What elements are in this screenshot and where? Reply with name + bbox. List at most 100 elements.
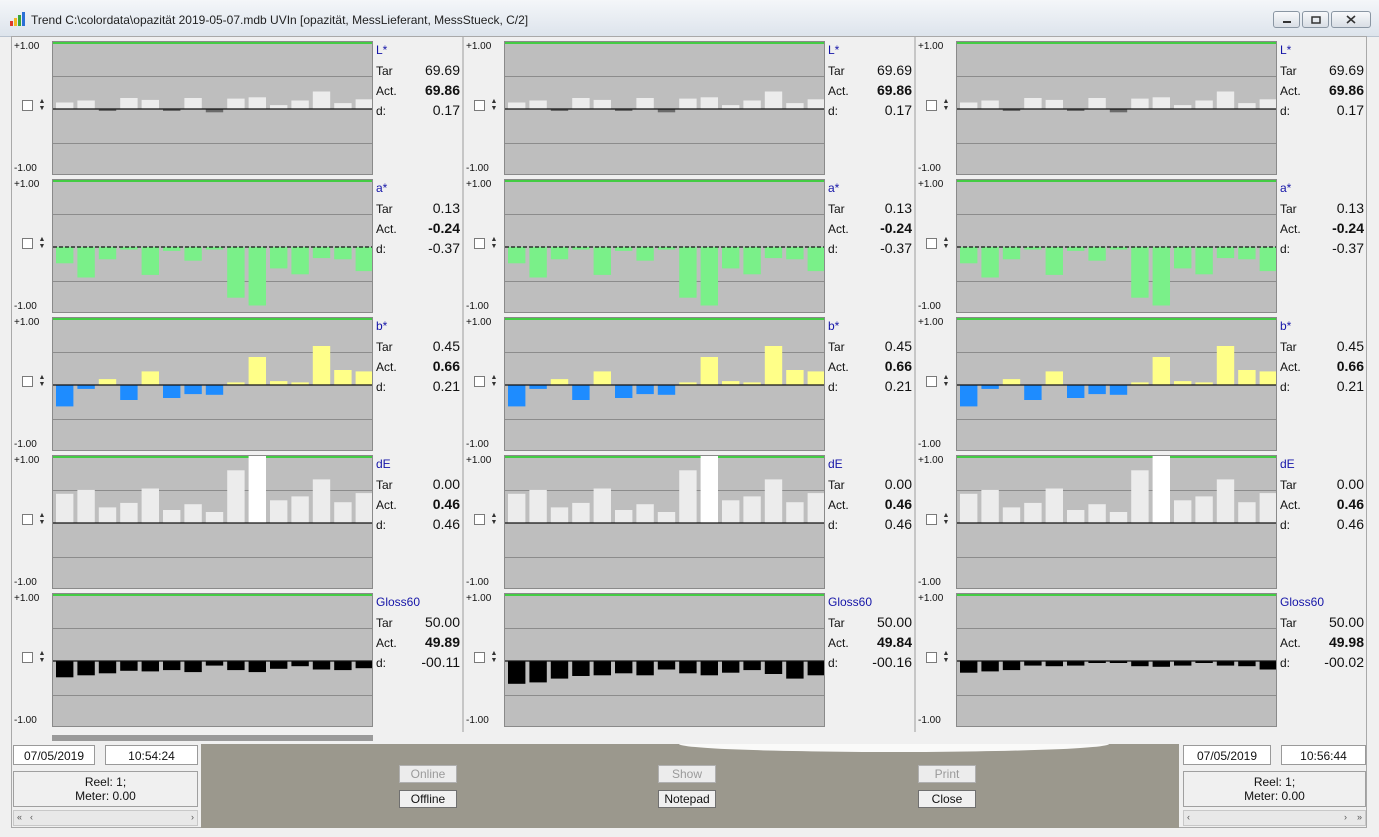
row-checkbox[interactable] [474,238,485,249]
row-checkbox[interactable] [22,238,33,249]
scroll-right-icon[interactable]: › [1344,812,1347,822]
maximize-button[interactable] [1302,11,1329,28]
offline-button[interactable]: Offline [399,790,457,808]
row-checkbox[interactable] [22,514,33,525]
spin-up-icon[interactable]: ▲ [490,650,498,657]
spin-down-icon[interactable]: ▼ [38,657,46,664]
bar-9 [679,470,697,523]
spin-down-icon[interactable]: ▼ [490,243,498,250]
spin-up-icon[interactable]: ▲ [38,98,46,105]
row-spinner[interactable]: ▲ ▼ [38,236,46,250]
row-checkbox[interactable] [22,376,33,387]
row-spinner[interactable]: ▲ ▼ [490,650,498,664]
row-spinner[interactable]: ▲ ▼ [38,650,46,664]
row-spinner[interactable]: ▲ ▼ [490,374,498,388]
row-checkbox[interactable] [926,514,937,525]
scroll-left-icon[interactable]: ‹ [1187,812,1190,822]
row-checkbox[interactable] [474,652,485,663]
bar-1 [960,247,978,264]
spin-down-icon[interactable]: ▼ [942,657,950,664]
close-window-button[interactable] [1331,11,1371,28]
spin-up-icon[interactable]: ▲ [942,650,950,657]
spin-down-icon[interactable]: ▼ [490,105,498,112]
spin-down-icon[interactable]: ▼ [38,243,46,250]
scroll-left-icon[interactable]: ‹ [30,812,33,822]
row-checkbox[interactable] [926,238,937,249]
row-checkbox[interactable] [926,100,937,111]
online-button[interactable]: Online [399,765,457,783]
bar-8 [205,109,224,113]
row-checkbox[interactable] [22,100,33,111]
actual-label: Act. [1280,636,1301,650]
row-checkbox[interactable] [474,376,485,387]
row-spinner[interactable]: ▲ ▼ [38,374,46,388]
bar-15 [1259,661,1276,670]
spin-up-icon[interactable]: ▲ [490,98,498,105]
scroll-left-far-icon[interactable]: « [17,812,23,822]
spin-up-icon[interactable]: ▲ [942,98,950,105]
left-horizontal-scrollbar[interactable]: « ‹ › [13,810,198,826]
y-min-label: -1.00 [918,577,941,588]
spin-up-icon[interactable]: ▲ [490,374,498,381]
spin-down-icon[interactable]: ▼ [38,105,46,112]
spin-down-icon[interactable]: ▼ [942,381,950,388]
row-spinner[interactable]: ▲ ▼ [942,98,950,112]
row-spinner[interactable]: ▲ ▼ [490,512,498,526]
bar-12 [291,382,309,385]
spin-down-icon[interactable]: ▼ [942,105,950,112]
spin-up-icon[interactable]: ▲ [942,512,950,519]
spin-up-icon[interactable]: ▲ [490,236,498,243]
right-meter-text: Meter: 0.00 [1244,789,1305,803]
scroll-right-icon[interactable]: › [191,812,194,822]
spin-down-icon[interactable]: ▼ [38,381,46,388]
target-label: Tar [376,64,393,78]
row-spinner[interactable]: ▲ ▼ [38,512,46,526]
spin-down-icon[interactable]: ▼ [490,381,498,388]
panel-divider[interactable] [462,37,464,732]
spin-up-icon[interactable]: ▲ [38,650,46,657]
right-date-field[interactable]: 07/05/2019 [1183,745,1271,765]
target-label: Tar [376,616,393,630]
row-checkbox[interactable] [926,652,937,663]
right-time-field[interactable]: 10:56:44 [1281,745,1366,765]
spin-down-icon[interactable]: ▼ [942,519,950,526]
spin-up-icon[interactable]: ▲ [942,236,950,243]
left-time-field[interactable]: 10:54:24 [105,745,198,765]
bar-8 [205,385,224,395]
row-spinner[interactable]: ▲ ▼ [942,512,950,526]
panel-divider[interactable] [914,37,916,732]
row-spinner[interactable]: ▲ ▼ [942,236,950,250]
row-spinner[interactable]: ▲ ▼ [38,98,46,112]
row-checkbox[interactable] [926,376,937,387]
print-button[interactable]: Print [918,765,976,783]
spin-down-icon[interactable]: ▼ [38,519,46,526]
bar-9 [679,98,697,109]
row-spinner[interactable]: ▲ ▼ [490,236,498,250]
spin-down-icon[interactable]: ▼ [942,243,950,250]
scroll-right-far-icon[interactable]: » [1356,812,1362,822]
row-spinner[interactable]: ▲ ▼ [490,98,498,112]
row-checkbox[interactable] [22,652,33,663]
show-button[interactable]: Show [658,765,716,783]
spin-up-icon[interactable]: ▲ [38,374,46,381]
row-spinner[interactable]: ▲ ▼ [942,650,950,664]
spin-down-icon[interactable]: ▼ [490,519,498,526]
spin-down-icon[interactable]: ▼ [490,657,498,664]
right-horizontal-scrollbar[interactable]: ‹ › » [1183,810,1366,826]
metric-name: b* [828,319,840,333]
minimize-button[interactable] [1273,11,1300,28]
close-button[interactable]: Close [918,790,976,808]
bar-15 [355,99,372,110]
chart-scroll-thumb[interactable] [52,735,373,741]
spin-up-icon[interactable]: ▲ [38,512,46,519]
spin-up-icon[interactable]: ▲ [942,374,950,381]
left-date-field[interactable]: 07/05/2019 [13,745,95,765]
target-value: 0.13 [1336,200,1364,216]
actual-value: 0.46 [1336,496,1364,512]
notepad-button[interactable]: Notepad [658,790,716,808]
row-checkbox[interactable] [474,514,485,525]
spin-up-icon[interactable]: ▲ [490,512,498,519]
row-checkbox[interactable] [474,100,485,111]
spin-up-icon[interactable]: ▲ [38,236,46,243]
row-spinner[interactable]: ▲ ▼ [942,374,950,388]
